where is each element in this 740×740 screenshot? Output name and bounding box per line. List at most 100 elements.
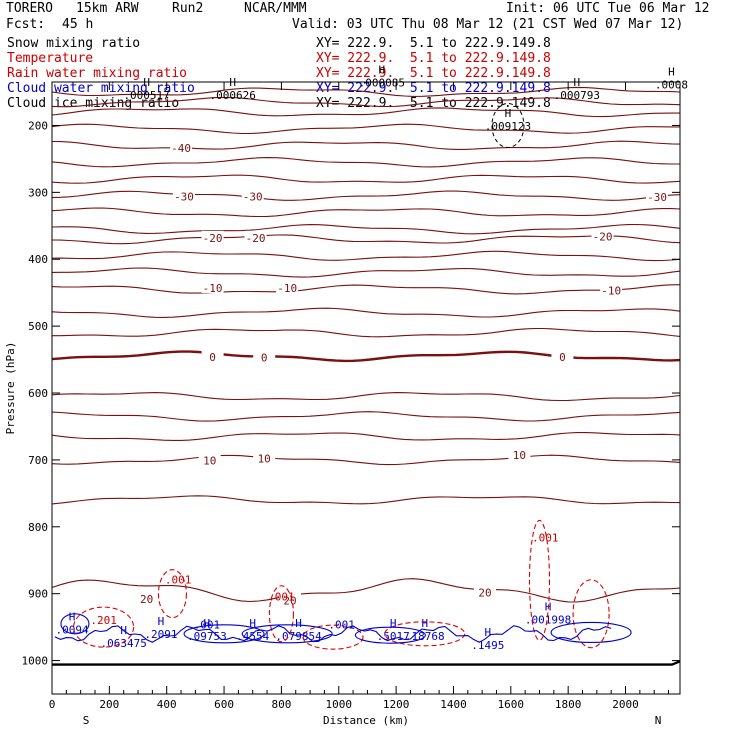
x-tick-label: 1600 <box>498 698 525 711</box>
rain-contour <box>528 519 551 641</box>
x-tick-label: 400 <box>157 698 177 711</box>
y-tick-label: 200 <box>28 119 48 132</box>
high-marker: H <box>229 76 236 89</box>
isotherm-label-bg <box>198 453 221 466</box>
rain-contour <box>384 621 466 647</box>
isotherm-label-bg <box>253 350 276 363</box>
x-tick-label: 1000 <box>326 698 353 711</box>
header-fcst-value: 45 h <box>62 17 94 32</box>
isotherm-line <box>51 454 681 466</box>
high-marker: H <box>295 617 302 630</box>
isotherm-label-bg <box>646 190 669 203</box>
high-value-label: .000517 <box>123 89 169 102</box>
isotherm-label-bg <box>201 281 224 294</box>
x-tick-label: 1400 <box>440 698 467 711</box>
cloud-label: .001 <box>194 618 221 631</box>
isotherm-label: -40 <box>171 142 191 155</box>
rain-contour <box>157 569 187 619</box>
isotherm-label: 0 <box>209 351 216 364</box>
high-value-label: .000626 <box>209 89 255 102</box>
high-value-label: .2091 <box>144 628 177 641</box>
x-tick-label: 1800 <box>555 698 582 711</box>
y-tick-label: 800 <box>28 521 48 534</box>
isotherm-line <box>51 157 680 168</box>
isotherm-line <box>51 267 681 278</box>
legend-entry-name: Rain water mixing ratio <box>7 66 188 81</box>
y-tick-label: 500 <box>28 320 48 333</box>
cloud-water-contour <box>183 624 265 644</box>
header-model: TORERO <box>6 1 53 16</box>
high-value-label: .063475 <box>101 637 147 650</box>
isotherm-label: -20 <box>593 231 613 244</box>
isotherm-line <box>51 207 681 218</box>
cloud-water-contour <box>60 613 90 635</box>
header-init: Init: 06 UTC Tue 06 Mar 12 <box>506 1 710 16</box>
y-tick-label: 600 <box>28 387 48 400</box>
isotherm-label-bg <box>508 448 531 461</box>
isotherm-line <box>51 432 681 441</box>
isotherm-line <box>51 190 681 201</box>
x-tick-label: 600 <box>214 698 234 711</box>
isotherm-label-bg <box>551 349 574 362</box>
isotherm-label-bg <box>241 189 264 202</box>
high-marker: H <box>69 610 76 623</box>
isotherm-label: -30 <box>243 190 263 203</box>
high-value-label: .009123 <box>485 120 531 133</box>
isotherm-label-bg <box>201 230 224 243</box>
legend-entry-xy: XY= 222.9. 5.1 to 222.9.149.8 <box>316 36 551 51</box>
isotherm-label-bg <box>276 281 299 294</box>
legend-entry-name: Temperature <box>7 51 94 66</box>
high-value-label: .0008 <box>655 78 688 91</box>
isotherm-line <box>51 123 680 135</box>
isotherm-label-bg <box>600 283 623 296</box>
x-tick-label: 800 <box>271 698 291 711</box>
x-tick-label: 2000 <box>612 698 639 711</box>
high-marker: H <box>143 76 150 89</box>
plot-frame <box>51 81 681 695</box>
x-tick-label: 0 <box>49 698 56 711</box>
isotherm-label: -10 <box>277 282 297 295</box>
high-marker: H <box>485 626 492 639</box>
cloud-label: .001 <box>328 618 355 631</box>
isotherm-label: 0 <box>261 352 268 365</box>
high-value-label: .000085 <box>359 76 405 89</box>
isotherm-line <box>51 107 680 118</box>
cloud-water-contour <box>241 624 333 644</box>
header-run: Run2 <box>172 1 204 16</box>
rain-contour <box>302 624 364 650</box>
isotherm-label-bg <box>279 593 302 606</box>
isotherm-line <box>51 250 681 262</box>
high-marker: H <box>668 65 675 78</box>
isotherm-label-bg <box>244 230 267 243</box>
high-marker: H <box>204 617 211 630</box>
y-tick-label: 900 <box>28 588 48 601</box>
isotherm-label: -10 <box>203 282 223 295</box>
rain-contour <box>268 585 294 643</box>
cloud-water-contour <box>354 626 426 644</box>
isotherm-line <box>52 327 681 338</box>
x-axis-title: Distance (km) <box>323 714 409 727</box>
rain-label: .001 <box>165 574 192 587</box>
isotherm-label-bg <box>135 592 158 605</box>
y-axis-title: Pressure (hPa) <box>4 342 17 435</box>
isotherm-label: -10 <box>601 285 621 298</box>
legend-entry-xy: XY= 222.9. 5.1 to 222.9.149.8 <box>316 66 551 81</box>
legend-entry-xy: XY= 222.9. 5.1 to 222.9.149.8 <box>316 51 551 66</box>
isotherm-label-bg <box>170 141 193 154</box>
high-marker: H <box>421 617 428 630</box>
cloud-water-contour <box>54 625 612 643</box>
isotherm-line <box>51 392 681 402</box>
high-marker: H <box>390 617 397 630</box>
y-tick-label: 400 <box>28 253 48 266</box>
isotherm-label-bg <box>172 189 195 202</box>
high-value-label: .09753 <box>187 630 227 643</box>
rain-contour <box>73 606 135 648</box>
high-value-label: .000793 <box>554 89 600 102</box>
isotherm-label: 20 <box>140 593 153 606</box>
ice-contour <box>491 102 525 148</box>
x-tick-label: 1200 <box>383 698 410 711</box>
y-tick-label: 300 <box>28 186 48 199</box>
rain-label: .001 <box>532 532 559 545</box>
isotherm-label: 20 <box>283 594 296 607</box>
isotherm-label-bg <box>474 585 497 598</box>
